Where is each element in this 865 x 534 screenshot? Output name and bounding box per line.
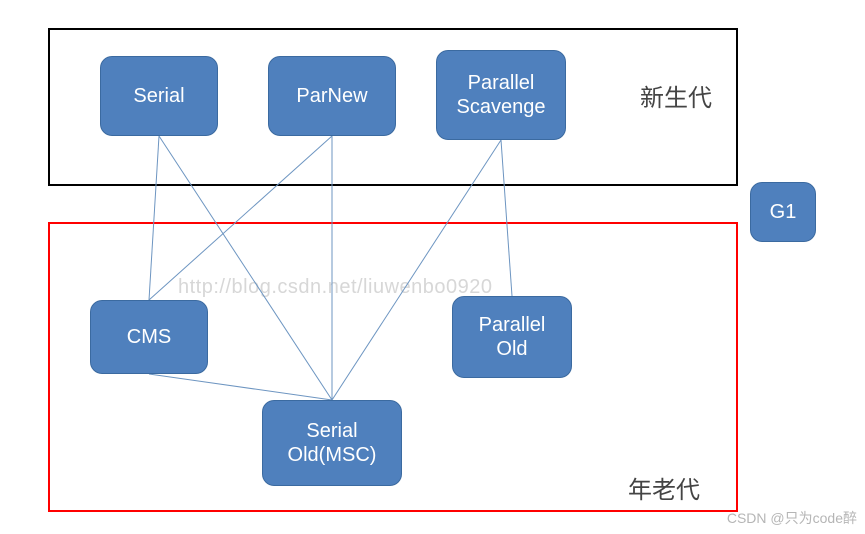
node-serialold-label: SerialOld(MSC)	[288, 419, 377, 467]
node-parallel-scavenge: ParallelScavenge	[436, 50, 566, 140]
node-parnew: ParNew	[268, 56, 396, 136]
node-serial-old: SerialOld(MSC)	[262, 400, 402, 486]
diagram-root: 新生代 年老代 http://blog.csdn.net/liuwenbo092…	[0, 0, 865, 534]
node-parallel-old: ParallelOld	[452, 296, 572, 378]
watermark-url: http://blog.csdn.net/liuwenbo0920	[178, 276, 493, 299]
node-serial: Serial	[100, 56, 218, 136]
node-cms-label: CMS	[127, 325, 171, 349]
node-g1: G1	[750, 182, 816, 242]
young-gen-label: 新生代	[640, 78, 712, 113]
node-g1-label: G1	[770, 200, 797, 224]
node-parold-label: ParallelOld	[479, 313, 546, 361]
node-cms: CMS	[90, 300, 208, 374]
node-serial-label: Serial	[133, 84, 184, 108]
old-gen-label: 年老代	[628, 470, 700, 505]
corner-watermark: CSDN @只为code醉	[727, 508, 857, 528]
node-parscav-label: ParallelScavenge	[457, 71, 546, 119]
node-parnew-label: ParNew	[296, 84, 367, 108]
